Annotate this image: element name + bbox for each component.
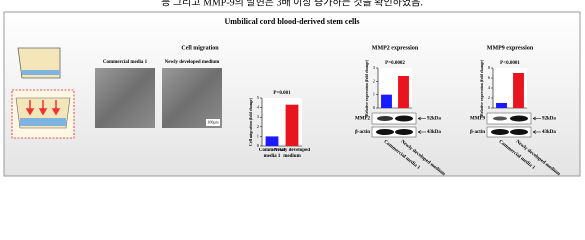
y-axis-label: Relative expression (fold change) xyxy=(479,59,484,116)
blot xyxy=(371,112,426,138)
figure: 등 그리고 MMP-9의 발현은 3배 이상 증가하는 것을 확인하였음. Um… xyxy=(3,0,581,178)
header-text: 등 그리고 MMP-9의 발현은 3배 이상 증가하는 것을 확인하였음. xyxy=(161,0,423,8)
scale-bar: 100μm xyxy=(207,119,219,124)
blot-label: MMP2 xyxy=(355,117,370,122)
y-tick-label: 8 xyxy=(488,65,491,70)
blot-label: β-actin xyxy=(470,130,485,135)
y-tick-label: 4 xyxy=(257,105,260,110)
x-tick-label-box: Newly developed medium xyxy=(274,148,310,159)
bar xyxy=(381,94,392,108)
micrograph xyxy=(162,68,222,128)
x-tick-label: Newly developed medium xyxy=(274,148,310,159)
bar xyxy=(285,104,299,146)
y-tick-label: 0 xyxy=(488,105,491,110)
y-tick-label: 4 xyxy=(488,85,491,90)
schematic xyxy=(11,47,75,139)
scale-bar-box xyxy=(206,119,220,126)
blot-label: β-actin xyxy=(355,130,370,135)
y-tick-label: 2 xyxy=(257,124,259,129)
y-tick-label: 6 xyxy=(488,75,491,80)
y-axis-label: Relative expression (fold change) xyxy=(364,59,369,116)
blot-size: 43kDa xyxy=(427,130,441,135)
y-tick-label: 0 xyxy=(373,105,376,110)
x-tick-label-box: Commercial media 1 xyxy=(258,148,286,159)
bar xyxy=(496,103,507,108)
image-label: Newly developed medium xyxy=(165,60,221,65)
y-tick-label: 2 xyxy=(488,95,490,100)
y-tick-label: 5 xyxy=(257,95,260,100)
y-tick-label: 1 xyxy=(257,133,259,138)
bar xyxy=(398,76,409,108)
y-tick-label: 3 xyxy=(257,114,260,119)
annotation: P<0.0001 xyxy=(500,61,520,66)
blot-size: 43kDa xyxy=(542,130,556,135)
micrograph xyxy=(95,68,155,128)
figure-title: Umbilical cord blood-derived stem cells xyxy=(224,17,359,26)
y-tick-label: 1 xyxy=(373,92,375,97)
y-axis-label: Cell migration (fold change) xyxy=(248,97,253,146)
blot-label: MMP9 xyxy=(470,117,485,122)
blot-size: 92kDa xyxy=(427,117,441,122)
x-tick-label: Commercial media 1 xyxy=(258,148,286,159)
blot xyxy=(486,112,541,138)
bar xyxy=(265,136,279,146)
section-title: MMP9 expression xyxy=(487,45,534,51)
section-title: Cell migration xyxy=(181,45,219,51)
page: 등 그리고 MMP-9의 발현은 3배 이상 증가하는 것을 확인하였음. Um… xyxy=(3,0,581,178)
y-tick-label: 0 xyxy=(257,143,260,148)
blot-size: 92kDa xyxy=(542,117,556,122)
y-tick-label: 2 xyxy=(373,78,375,83)
section-title: MMP2 expression xyxy=(372,45,419,51)
bar xyxy=(513,73,524,108)
y-tick-label: 3 xyxy=(373,65,376,70)
annotation: P=0.0002 xyxy=(385,61,405,66)
image-label: Commercial media 1 xyxy=(103,60,148,65)
annotation: P=0.001 xyxy=(273,91,291,96)
